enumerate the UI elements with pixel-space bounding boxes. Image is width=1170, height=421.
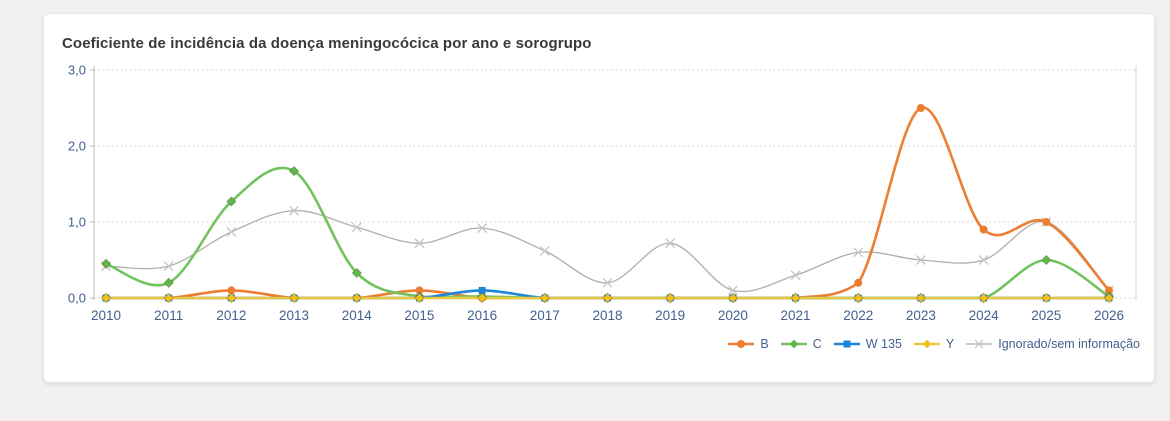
legend-label: W 135 (865, 337, 902, 351)
data-point-Y-2022[interactable] (853, 292, 864, 304)
data-point-Y-2011[interactable] (163, 292, 174, 304)
legend-marker-glyph (974, 339, 984, 349)
legend-item-W 135[interactable]: W 135 (833, 337, 902, 351)
series-line-B (104, 106, 1111, 300)
series-line-Ignorado/sem informação (105, 209, 1110, 293)
x-tick-label-2021: 2021 (781, 308, 811, 323)
data-point-B-2012[interactable] (227, 286, 236, 295)
series-Y (100, 292, 1115, 304)
chart-canvas[interactable]: 0,0 1,0 2,0 3,0 2010 2011 2012 2013 2014 2015 2016… (44, 62, 1156, 330)
data-point-B-2023[interactable] (916, 104, 925, 112)
data-point-C-2013[interactable] (288, 165, 300, 177)
legend-item-B[interactable]: B (727, 337, 769, 351)
x-tick-label-2019: 2019 (655, 308, 685, 323)
data-point-B-2026[interactable] (1105, 286, 1113, 295)
data-point-Ignorado/sem informação-2024[interactable] (978, 255, 989, 265)
data-point-Ignorado/sem informação-2020[interactable] (727, 285, 738, 296)
x-tick-label-2017: 2017 (530, 308, 560, 323)
chart-area: 0,0 1,0 2,0 3,0 2010 2011 2012 2013 2014 2015 2016… (44, 62, 1154, 335)
data-point-Ignorado/sem informação-2019[interactable] (665, 238, 676, 249)
data-point-Ignorado/sem informação-2021[interactable] (790, 270, 801, 281)
series-Ignorado/sem informação (101, 205, 1114, 296)
x-tick-label-2014: 2014 (342, 308, 373, 323)
legend-label: B (760, 337, 769, 351)
data-point-Ignorado/sem informação-2022[interactable] (853, 247, 864, 258)
data-point-Ignorado/sem informação-2011[interactable] (163, 261, 174, 272)
chart-card: Coeficiente de incidência da doença meni… (43, 13, 1155, 383)
y-tick-label: 1,0 (68, 215, 86, 230)
chart-legend: B C W 135 Y Ignorado/sem informação (44, 337, 1154, 351)
series-B (102, 104, 1113, 302)
x-tick-label-2024: 2024 (969, 308, 1000, 323)
x-tick-label-2023: 2023 (906, 308, 936, 323)
data-point-C-2011[interactable] (163, 277, 174, 288)
data-point-Y-2012[interactable] (226, 292, 237, 304)
x-tick-label-2015: 2015 (404, 308, 434, 323)
legend-marker-glyph (843, 340, 851, 348)
data-point-Ignorado/sem informação-2023[interactable] (915, 255, 926, 265)
data-point-B-2022[interactable] (854, 278, 863, 287)
data-point-Ignorado/sem informação-2015[interactable] (414, 238, 425, 249)
data-point-Y-2020[interactable] (727, 292, 739, 304)
data-point-Y-2025[interactable] (1041, 292, 1052, 304)
data-point-C-2025[interactable] (1041, 254, 1052, 266)
x-tick-label-2011: 2011 (154, 308, 183, 323)
data-point-Y-2021[interactable] (790, 292, 801, 304)
y-tick-label: 2,0 (68, 139, 86, 154)
y-tick-label: 3,0 (68, 63, 86, 78)
data-point-C-2010[interactable] (100, 258, 112, 269)
x-tick-label-2026: 2026 (1094, 308, 1124, 323)
x-tick-label-2010: 2010 (91, 308, 121, 323)
legend-marker-glyph (922, 339, 932, 349)
data-point-B-2024[interactable] (979, 225, 988, 234)
legend-marker-icon (780, 339, 807, 349)
legend-marker-icon (728, 340, 755, 348)
x-tick-label-2022: 2022 (843, 308, 873, 323)
y-tick-label: 0,0 (68, 291, 86, 306)
data-point-Y-2019[interactable] (665, 292, 676, 304)
legend-label: C (812, 337, 822, 351)
data-point-Y-2014[interactable] (351, 292, 362, 304)
legend-item-Ignorado/sem informação[interactable]: Ignorado/sem informação (965, 337, 1140, 351)
x-tick-label-2013: 2013 (279, 308, 309, 323)
chart-title: Coeficiente de incidência da doença meni… (62, 35, 592, 52)
legend-label: Ignorado/sem informação (998, 337, 1140, 351)
x-tick-label-2025: 2025 (1031, 308, 1061, 323)
x-tick-label-2020: 2020 (718, 308, 748, 323)
data-point-B-2025[interactable] (1042, 218, 1051, 226)
data-point-B-2015[interactable] (415, 286, 424, 295)
legend-marker-icon (833, 340, 860, 348)
data-point-Ignorado/sem informação-2018[interactable] (602, 277, 613, 288)
data-point-C-2014[interactable] (351, 267, 362, 279)
x-tick-label-2016: 2016 (467, 308, 497, 323)
data-point-Ignorado/sem informação-2017[interactable] (539, 245, 550, 256)
data-point-Ignorado/sem informação-2014[interactable] (351, 222, 362, 233)
series-line-C (104, 166, 1111, 300)
data-point-Ignorado/sem informação-2013[interactable] (289, 205, 300, 216)
data-point-Y-2016[interactable] (476, 292, 488, 304)
data-point-C-2012[interactable] (226, 196, 237, 207)
data-point-Ignorado/sem informação-2012[interactable] (226, 226, 237, 237)
data-point-Y-2024[interactable] (978, 292, 989, 304)
legend-marker-glyph (789, 339, 799, 349)
data-point-Y-2023[interactable] (915, 292, 927, 304)
x-tick-label-2012: 2012 (216, 308, 246, 323)
legend-item-Y[interactable]: Y (913, 337, 954, 351)
legend-marker-icon (913, 339, 940, 349)
data-point-Y-2018[interactable] (602, 292, 613, 304)
legend-marker-icon (966, 339, 993, 349)
data-point-W 135-2016[interactable] (478, 286, 486, 294)
data-point-Y-2013[interactable] (288, 292, 300, 304)
legend-label: Y (945, 337, 955, 351)
legend-marker-glyph (737, 340, 746, 348)
data-point-Y-2017[interactable] (539, 292, 550, 304)
data-point-Y-2026[interactable] (1103, 292, 1115, 304)
data-point-Ignorado/sem informação-2016[interactable] (477, 223, 488, 234)
x-tick-label-2018: 2018 (592, 308, 622, 323)
legend-item-C[interactable]: C (780, 337, 822, 351)
data-point-Y-2010[interactable] (100, 292, 112, 304)
data-point-Y-2015[interactable] (414, 292, 425, 304)
